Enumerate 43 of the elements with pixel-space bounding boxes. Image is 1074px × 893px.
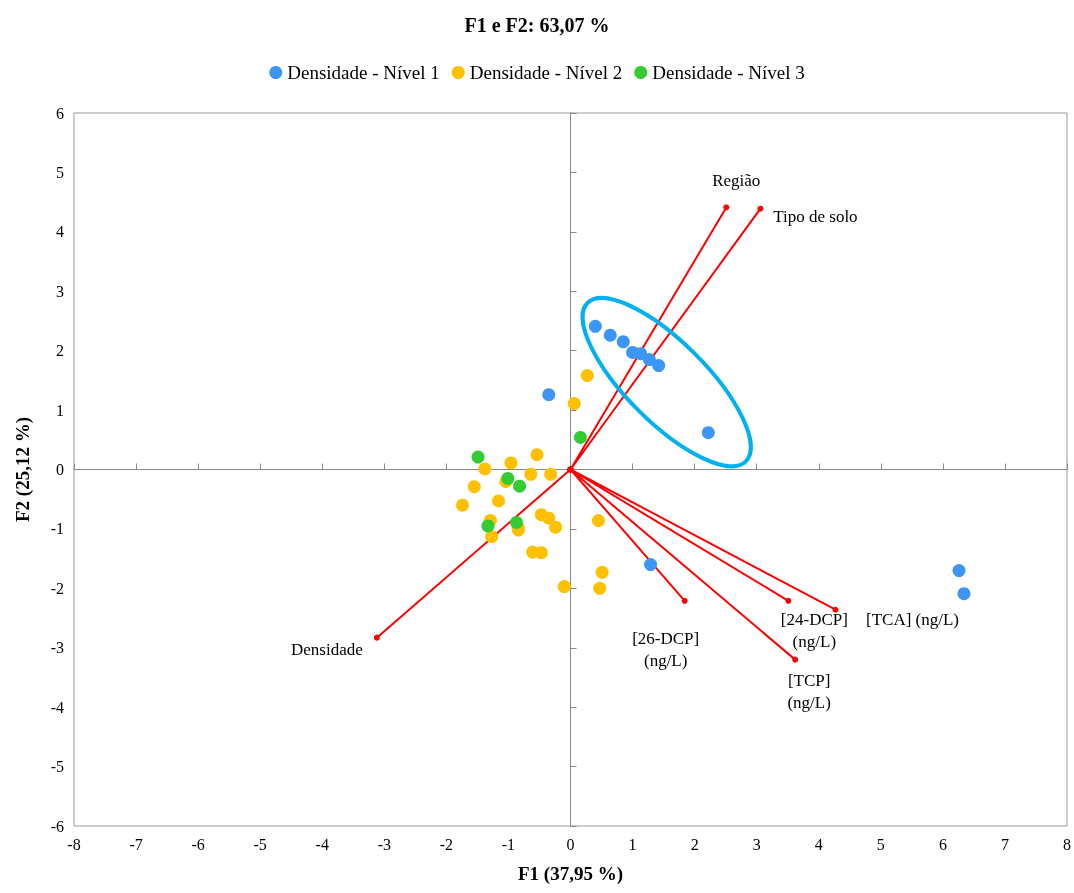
y-tick-label: -4 bbox=[50, 698, 64, 716]
y-axis-title: F2 (25,12 %) bbox=[12, 416, 34, 523]
y-tick-label: 5 bbox=[56, 163, 64, 181]
x-tick-label: -1 bbox=[501, 835, 516, 853]
x-tick-label: 1 bbox=[628, 835, 637, 853]
x-tick-label: -3 bbox=[377, 835, 391, 853]
x-tick-label: 5 bbox=[876, 835, 885, 853]
x-axis-title: F1 (37,95 %) bbox=[517, 863, 624, 885]
chart-title: F1 e F2: 63,07 % bbox=[464, 14, 610, 36]
x-tick-label: -4 bbox=[315, 835, 329, 853]
y-tick-label: 6 bbox=[56, 104, 64, 122]
x-tick-label: 3 bbox=[752, 835, 761, 853]
x-tick-label: -6 bbox=[191, 835, 205, 853]
annotation: Tipo de solo bbox=[773, 207, 858, 227]
annotation: [24-DCP] (ng/L) bbox=[780, 610, 848, 652]
x-tick-label: 0 bbox=[566, 835, 575, 853]
x-tick-label: 6 bbox=[938, 835, 947, 853]
y-tick-label: -5 bbox=[50, 758, 64, 776]
legend-label: Densidade - Nível 1 bbox=[287, 62, 440, 83]
y-tick-label: -6 bbox=[50, 817, 64, 835]
annotation: Região bbox=[712, 170, 761, 190]
x-tick-label: -5 bbox=[253, 835, 267, 853]
y-tick-label: 3 bbox=[56, 282, 64, 300]
y-tick-label: -2 bbox=[50, 579, 64, 597]
x-tick-label: -2 bbox=[439, 835, 454, 853]
annotation: Densidade bbox=[290, 640, 363, 660]
y-tick-label: 0 bbox=[56, 461, 64, 478]
x-tick-label: -8 bbox=[67, 835, 81, 853]
y-tick-label: 2 bbox=[56, 342, 64, 360]
annotation: [TCA] (ng/L) bbox=[866, 610, 960, 630]
y-tick-label: 1 bbox=[56, 401, 64, 419]
x-tick-label: 2 bbox=[690, 835, 699, 853]
annotation: [TCP] (ng/L) bbox=[787, 671, 831, 713]
x-tick-label: 7 bbox=[1000, 835, 1009, 853]
legend-label: Densidade - Nível 3 bbox=[652, 62, 805, 83]
y-tick-label: -3 bbox=[50, 639, 64, 657]
legend-label: Densidade - Nível 2 bbox=[469, 62, 623, 83]
x-tick-label: 4 bbox=[814, 835, 823, 853]
y-tick-label: 4 bbox=[56, 223, 64, 241]
annotation: [26-DCP] (ng/L) bbox=[632, 629, 700, 671]
y-tick-label: -1 bbox=[50, 520, 64, 538]
x-tick-label: -7 bbox=[129, 835, 143, 853]
x-tick-label: 8 bbox=[1063, 835, 1071, 853]
